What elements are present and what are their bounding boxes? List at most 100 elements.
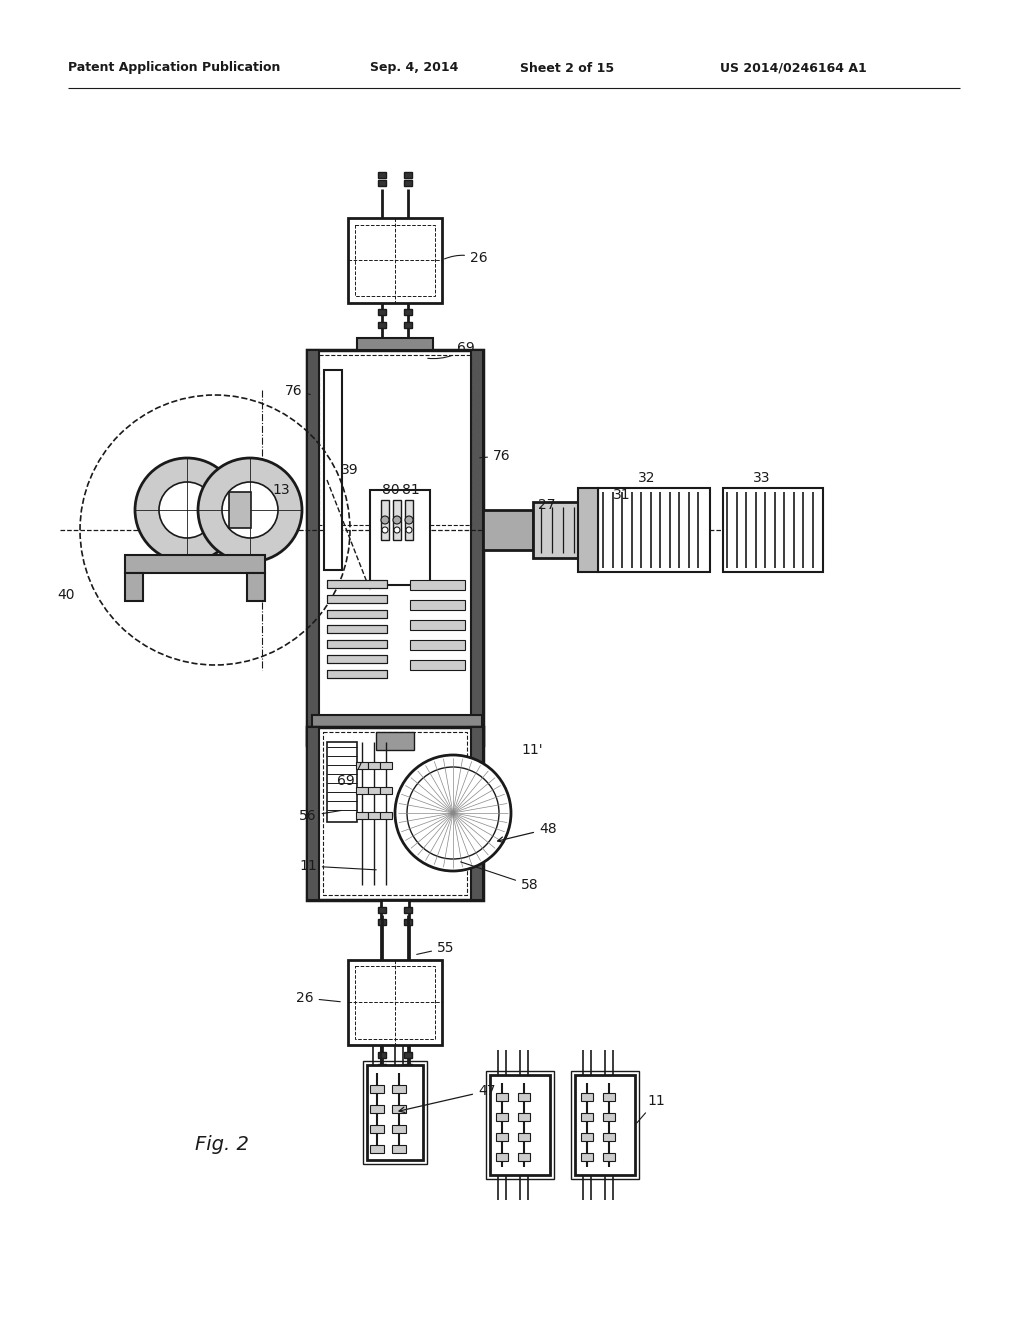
Bar: [362, 1061, 427, 1164]
Bar: [307, 727, 319, 900]
Bar: [518, 1093, 530, 1101]
Bar: [410, 660, 465, 671]
Bar: [392, 1085, 406, 1093]
Text: 81: 81: [402, 483, 420, 498]
Bar: [327, 655, 387, 663]
Bar: [327, 610, 387, 618]
Bar: [380, 787, 392, 795]
Bar: [381, 500, 389, 540]
Bar: [327, 610, 387, 618]
Text: 11: 11: [637, 1094, 665, 1123]
Bar: [368, 762, 380, 770]
Text: 26: 26: [444, 251, 487, 265]
Bar: [378, 919, 386, 925]
Bar: [410, 620, 465, 630]
Bar: [404, 919, 412, 925]
Bar: [378, 1064, 386, 1071]
Bar: [327, 640, 387, 648]
Bar: [518, 1133, 530, 1140]
Bar: [471, 350, 483, 744]
Bar: [380, 812, 392, 818]
Circle shape: [159, 482, 215, 539]
Text: Sheet 2 of 15: Sheet 2 of 15: [520, 62, 614, 74]
Bar: [327, 624, 387, 634]
Text: 39: 39: [341, 463, 358, 477]
Bar: [486, 1071, 554, 1179]
Bar: [356, 787, 368, 795]
Bar: [410, 640, 465, 649]
Bar: [406, 500, 413, 540]
Bar: [348, 218, 442, 304]
Text: 47: 47: [399, 1084, 496, 1113]
Bar: [404, 1064, 412, 1071]
Bar: [581, 1113, 593, 1121]
Circle shape: [135, 458, 239, 562]
Bar: [723, 488, 823, 572]
Bar: [368, 787, 380, 795]
Text: 11': 11': [521, 743, 543, 756]
Bar: [327, 595, 387, 603]
Text: Sep. 4, 2014: Sep. 4, 2014: [370, 62, 459, 74]
Text: 69: 69: [337, 763, 361, 788]
Bar: [378, 309, 386, 315]
Text: 27: 27: [538, 498, 555, 512]
Circle shape: [198, 458, 302, 562]
Bar: [603, 1133, 615, 1140]
Bar: [327, 624, 387, 634]
Bar: [378, 172, 386, 178]
Bar: [404, 322, 412, 327]
Circle shape: [382, 527, 388, 533]
Text: 32: 32: [638, 471, 655, 484]
Bar: [312, 715, 482, 727]
Bar: [378, 907, 386, 913]
Bar: [404, 309, 412, 315]
Bar: [581, 1093, 593, 1101]
Bar: [381, 900, 409, 1130]
Text: Patent Application Publication: Patent Application Publication: [68, 62, 281, 74]
Bar: [319, 355, 471, 525]
Text: 13: 13: [272, 483, 290, 498]
Bar: [370, 1144, 384, 1152]
Circle shape: [395, 755, 511, 871]
Text: 56: 56: [299, 809, 341, 822]
Text: 76: 76: [285, 384, 310, 399]
Text: 69: 69: [428, 341, 475, 359]
Bar: [356, 762, 368, 770]
Bar: [348, 960, 442, 1045]
Bar: [376, 733, 414, 750]
Bar: [370, 1105, 384, 1113]
Bar: [581, 1152, 593, 1162]
Bar: [125, 554, 265, 573]
Bar: [571, 1071, 639, 1179]
Bar: [327, 655, 387, 663]
Bar: [490, 1074, 550, 1175]
Text: 40: 40: [57, 587, 75, 602]
Bar: [603, 1113, 615, 1121]
Bar: [125, 573, 143, 601]
Bar: [368, 812, 380, 818]
Bar: [355, 966, 435, 1039]
Bar: [327, 579, 387, 587]
Bar: [518, 1113, 530, 1121]
Bar: [307, 350, 483, 744]
Bar: [581, 1133, 593, 1140]
Bar: [496, 1113, 508, 1121]
Bar: [307, 350, 319, 744]
Bar: [575, 1074, 635, 1175]
Bar: [471, 727, 483, 900]
Bar: [483, 510, 534, 550]
Bar: [355, 224, 435, 296]
Text: 55: 55: [417, 941, 455, 954]
Bar: [367, 1065, 423, 1160]
Bar: [393, 500, 401, 540]
Text: 33: 33: [753, 471, 770, 484]
Circle shape: [222, 482, 278, 539]
Bar: [327, 640, 387, 648]
Bar: [327, 579, 387, 587]
Text: 26: 26: [296, 991, 340, 1005]
Text: 76: 76: [480, 449, 511, 463]
Bar: [327, 671, 387, 678]
Bar: [327, 671, 387, 678]
Bar: [404, 907, 412, 913]
Bar: [518, 1152, 530, 1162]
